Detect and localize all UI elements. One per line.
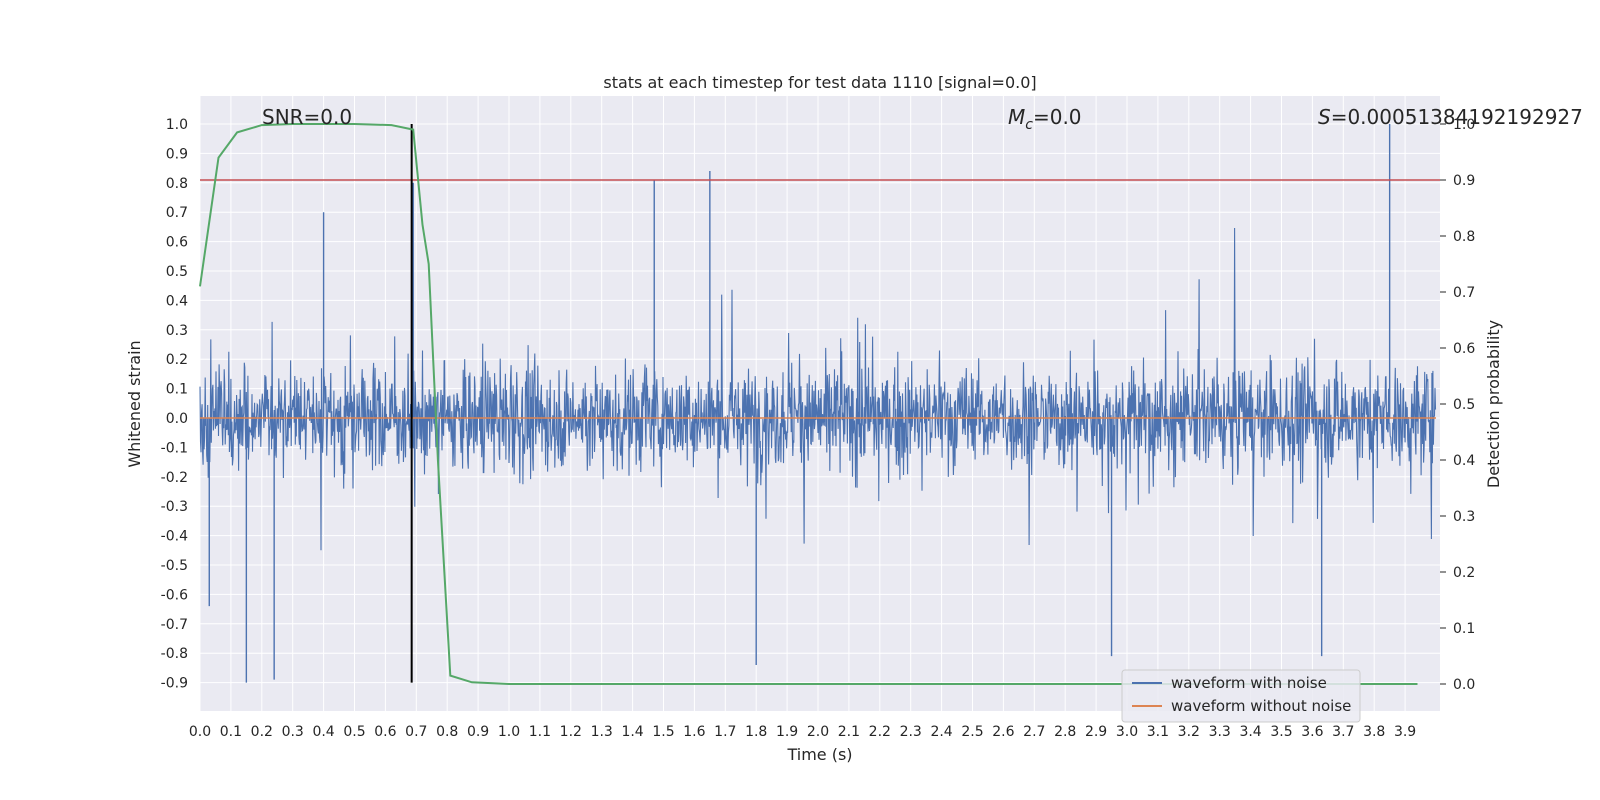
y-tick-label: -0.8 bbox=[161, 646, 188, 662]
y-tick-label: -0.1 bbox=[161, 440, 188, 456]
snr-annotation: SNR=0.0 bbox=[262, 105, 352, 129]
x-tick-label: 2.8 bbox=[1054, 724, 1076, 740]
y-tick-label: 0.8 bbox=[166, 176, 188, 192]
y-tick-label: -0.3 bbox=[161, 499, 188, 515]
legend-label-clean: waveform without noise bbox=[1171, 697, 1351, 715]
x-tick-label: 0.5 bbox=[343, 724, 365, 740]
y-tick-label: -0.6 bbox=[161, 587, 188, 603]
x-tick-label: 3.5 bbox=[1270, 724, 1292, 740]
y-tick-label: 1.0 bbox=[166, 117, 188, 133]
right-tick-label: 0.4 bbox=[1453, 453, 1475, 469]
x-tick-label: 1.9 bbox=[776, 724, 798, 740]
x-axis-label: Time (s) bbox=[786, 745, 852, 764]
x-tick-label: 0.3 bbox=[282, 724, 304, 740]
x-tick-label: 2.4 bbox=[930, 724, 952, 740]
y-tick-label: -0.5 bbox=[161, 558, 188, 574]
x-tick-label: 0.1 bbox=[220, 724, 242, 740]
x-tick-label: 1.0 bbox=[498, 724, 520, 740]
right-tick-label: 0.5 bbox=[1453, 397, 1475, 413]
noise-waveform bbox=[199, 227, 1437, 551]
x-tick-label: 1.2 bbox=[560, 724, 582, 740]
right-tick-label: 1.0 bbox=[1453, 117, 1475, 133]
y-tick-label: 0.5 bbox=[166, 264, 188, 280]
x-tick-label: 2.1 bbox=[838, 724, 860, 740]
x-tick-label: 2.7 bbox=[1023, 724, 1045, 740]
y-tick-label: 0.9 bbox=[166, 146, 188, 162]
x-tick-label: 2.0 bbox=[807, 724, 829, 740]
x-tick-label: 3.7 bbox=[1332, 724, 1354, 740]
noise-series bbox=[199, 124, 1437, 683]
x-tick-label: 0.7 bbox=[405, 724, 427, 740]
statistic-annotation: S=0.00051384192192927 bbox=[1318, 105, 1583, 129]
y-tick-label: 0.6 bbox=[166, 235, 188, 251]
x-tick-label: 1.7 bbox=[714, 724, 736, 740]
x-tick-label: 2.9 bbox=[1085, 724, 1107, 740]
y-tick-label: 0.1 bbox=[166, 382, 188, 398]
x-tick-label: 0.9 bbox=[467, 724, 489, 740]
x-tick-label: 3.0 bbox=[1116, 724, 1138, 740]
x-tick-label: 1.1 bbox=[529, 724, 551, 740]
y-tick-label: 0.2 bbox=[166, 352, 188, 368]
y-axis-right-label: Detection probability bbox=[1484, 320, 1503, 488]
right-tick-label: 0.1 bbox=[1453, 621, 1475, 637]
x-tick-label: 0.2 bbox=[251, 724, 273, 740]
legend-box bbox=[1121, 669, 1361, 723]
chart-title: stats at each timestep for test data 111… bbox=[603, 73, 1036, 92]
right-tick-label: 0.7 bbox=[1453, 285, 1475, 301]
legend-label-noise: waveform with noise bbox=[1171, 674, 1327, 692]
x-tick-label: 1.3 bbox=[591, 724, 613, 740]
x-tick-label: 0.0 bbox=[189, 724, 211, 740]
x-tick-label: 2.2 bbox=[869, 724, 891, 740]
y-tick-label: 0.4 bbox=[166, 293, 188, 309]
y-tick-label: -0.2 bbox=[161, 470, 188, 486]
axis-ticks: 0.0 0.1 0.2 0.3 0.4 0.5 0.6 0.7 0.8 0.9 1.0 1.1 1.2 1… bbox=[161, 117, 1476, 740]
y-tick-label: 0.7 bbox=[166, 205, 188, 221]
detection-probability-line bbox=[199, 123, 1418, 685]
right-tick-label: 0.3 bbox=[1453, 509, 1475, 525]
y-tick-label: 0.0 bbox=[166, 411, 188, 427]
right-tick-label: 0.2 bbox=[1453, 565, 1475, 581]
x-tick-label: 1.8 bbox=[745, 724, 767, 740]
right-tick-label: 0.6 bbox=[1453, 341, 1475, 357]
x-tick-label: 1.6 bbox=[683, 724, 705, 740]
x-tick-label: 3.2 bbox=[1178, 724, 1200, 740]
grid-lines bbox=[199, 96, 1440, 711]
x-tick-label: 3.9 bbox=[1394, 724, 1416, 740]
y-tick-label: 0.3 bbox=[166, 323, 188, 339]
y-tick-label: -0.4 bbox=[161, 529, 188, 545]
y-tick-label: -0.7 bbox=[161, 617, 188, 633]
x-tick-label: 3.8 bbox=[1363, 724, 1385, 740]
right-tick-label: 0.8 bbox=[1453, 229, 1475, 245]
x-tick-label: 3.6 bbox=[1301, 724, 1323, 740]
y-axis-label: Whitened strain bbox=[125, 340, 144, 467]
x-tick-label: 1.4 bbox=[621, 724, 643, 740]
x-tick-label: 2.5 bbox=[961, 724, 983, 740]
right-tick-label: 0.9 bbox=[1453, 173, 1475, 189]
x-tick-label: 0.6 bbox=[374, 724, 396, 740]
x-tick-label: 0.8 bbox=[436, 724, 458, 740]
x-tick-label: 2.3 bbox=[900, 724, 922, 740]
x-tick-label: 3.1 bbox=[1147, 724, 1169, 740]
right-tick-label: 0.0 bbox=[1453, 677, 1475, 693]
y-tick-label: -0.9 bbox=[161, 676, 188, 692]
x-tick-label: 3.3 bbox=[1209, 724, 1231, 740]
overlay-lines bbox=[199, 123, 1440, 685]
x-tick-label: 0.4 bbox=[312, 724, 334, 740]
x-tick-label: 2.6 bbox=[992, 724, 1014, 740]
x-tick-label: 1.5 bbox=[652, 724, 674, 740]
x-tick-label: 3.4 bbox=[1239, 724, 1261, 740]
legend: waveform with noise waveform without noi… bbox=[1121, 669, 1361, 723]
chirp-mass-annotation: Mc=0.0 bbox=[1008, 105, 1082, 133]
